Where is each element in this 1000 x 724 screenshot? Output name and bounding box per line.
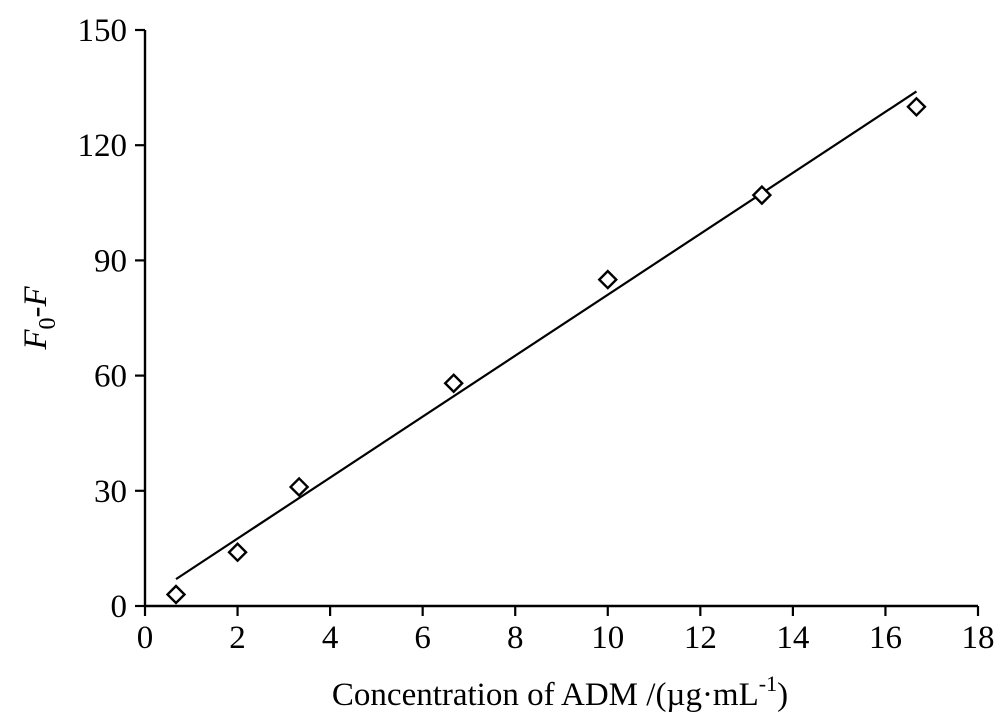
x-axis-title-superscript: -1 xyxy=(759,671,777,696)
y-tick-label: 0 xyxy=(111,589,128,625)
x-tick-label: 14 xyxy=(776,620,809,656)
fit-line xyxy=(175,90,918,581)
fit-line-group xyxy=(175,90,918,581)
data-point xyxy=(906,96,927,117)
y-tick-label: 150 xyxy=(78,13,128,49)
y-axis-title: F0-F xyxy=(18,286,61,351)
x-tick-label: 18 xyxy=(962,620,995,656)
x-tick-label: 16 xyxy=(869,620,902,656)
data-point xyxy=(227,542,248,563)
data-point xyxy=(443,373,464,394)
y-tick-label: 30 xyxy=(94,474,127,510)
axes xyxy=(143,30,978,608)
x-tick-label: 6 xyxy=(414,620,431,656)
data-point xyxy=(597,269,618,290)
data-point xyxy=(165,584,187,605)
x-tick-label: 2 xyxy=(229,620,246,656)
ticks: 0 2 4 6 8 10 12 14 16 18 0 30 60 90 120 150 xyxy=(78,13,995,656)
y-axis-title-subscript: 0 xyxy=(35,317,61,329)
data-point xyxy=(288,476,310,498)
x-tick-label: 0 xyxy=(137,620,154,656)
y-tick-label: 60 xyxy=(94,359,127,395)
x-tick-label: 10 xyxy=(591,620,624,656)
x-tick-label: 4 xyxy=(322,620,339,656)
data-point xyxy=(751,184,773,206)
x-tick-label: 8 xyxy=(507,620,524,656)
x-tick-label: 12 xyxy=(684,620,717,656)
data-points xyxy=(165,96,927,605)
x-axis-title: Concentration of ADM /(µg·mL-1) xyxy=(332,671,788,713)
y-tick-label: 90 xyxy=(94,243,127,279)
y-tick-label: 120 xyxy=(78,128,128,164)
